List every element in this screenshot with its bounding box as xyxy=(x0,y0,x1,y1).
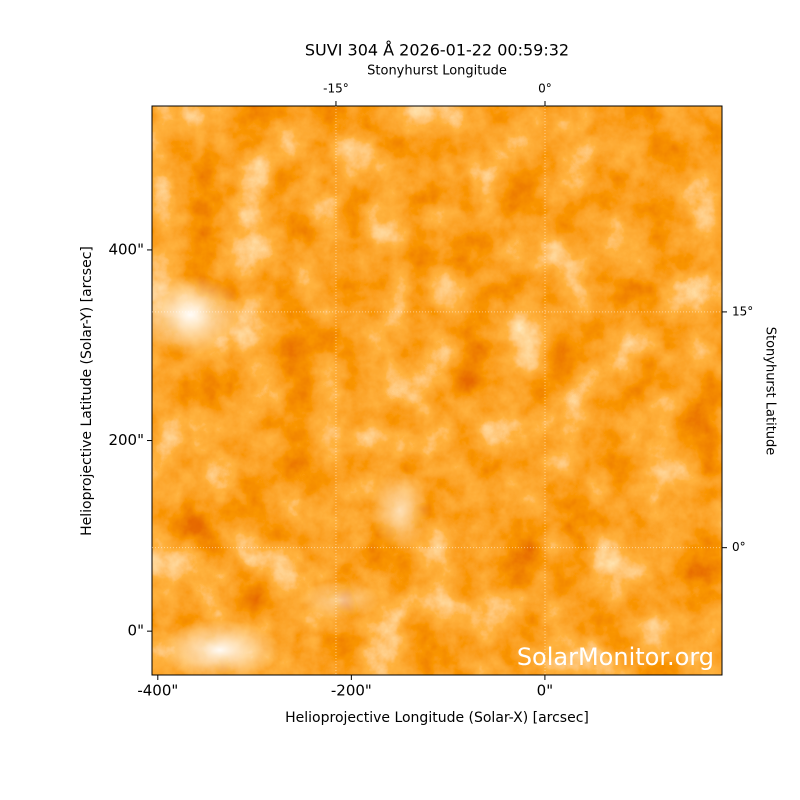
x2-label: Stonyhurst Longitude xyxy=(367,64,507,79)
x2-tick-label: 0° xyxy=(538,82,552,96)
y-label: Helioprojective Latitude (Solar-Y) [arcs… xyxy=(79,246,95,536)
y2-label: Stonyhurst Latitude xyxy=(763,327,778,456)
y-tick-label: 200" xyxy=(108,431,144,449)
x-tick-label: 0" xyxy=(537,682,553,700)
y-tick-label: 400" xyxy=(108,240,144,258)
y2-tick-label: 15° xyxy=(732,304,753,318)
x-label: Helioprojective Longitude (Solar-X) [arc… xyxy=(285,710,589,726)
axes-frame xyxy=(151,105,723,676)
x2-tick-label: -15° xyxy=(323,82,349,96)
y2-tick-label: 0° xyxy=(732,540,746,554)
x-tick-label: -200" xyxy=(331,682,372,700)
chart-title: SUVI 304 Å 2026-01-22 00:59:32 xyxy=(305,41,569,60)
x-tick-label: -400" xyxy=(137,682,178,700)
solar-image xyxy=(152,106,722,675)
y-tick-label: 0" xyxy=(128,622,144,640)
watermark: SolarMonitor.org xyxy=(517,643,714,671)
